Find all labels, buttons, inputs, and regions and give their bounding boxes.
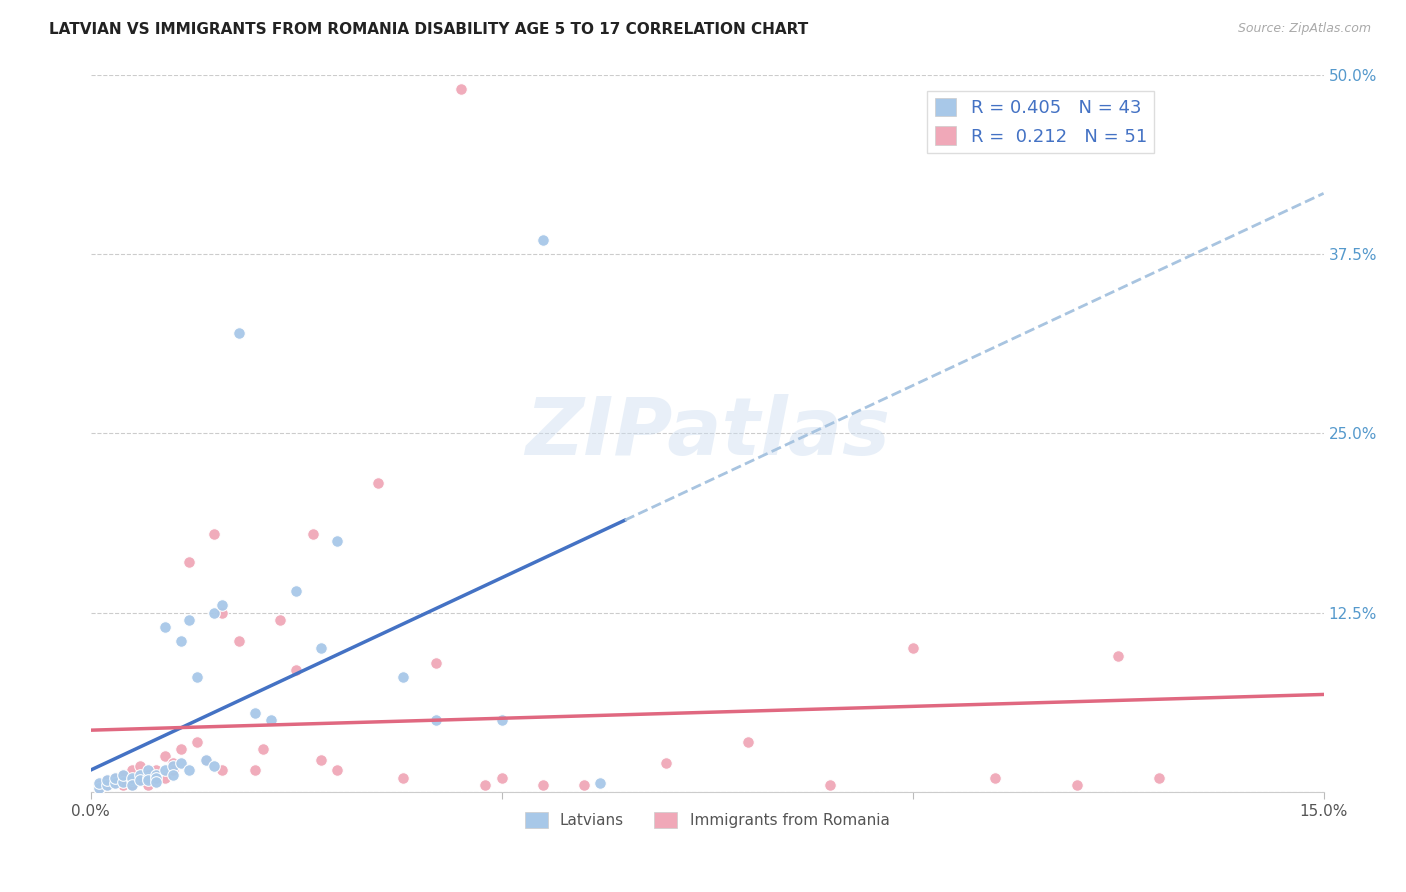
- Point: [121, 771, 143, 785]
- Point: [984, 771, 1007, 785]
- Point: [285, 584, 308, 599]
- Point: [87, 780, 110, 795]
- Point: [285, 663, 308, 677]
- Point: [179, 764, 201, 778]
- Point: [194, 753, 217, 767]
- Point: [228, 326, 250, 340]
- Point: [491, 771, 513, 785]
- Point: [737, 735, 759, 749]
- Point: [301, 526, 323, 541]
- Point: [121, 778, 143, 792]
- Point: [112, 768, 135, 782]
- Point: [186, 735, 208, 749]
- Point: [121, 773, 143, 788]
- Point: [655, 756, 678, 771]
- Point: [136, 778, 159, 792]
- Point: [162, 759, 184, 773]
- Text: ZIPatlas: ZIPatlas: [524, 394, 890, 472]
- Point: [129, 773, 152, 788]
- Point: [1066, 778, 1088, 792]
- Point: [153, 620, 176, 634]
- Point: [425, 656, 447, 670]
- Point: [87, 776, 110, 790]
- Text: LATVIAN VS IMMIGRANTS FROM ROMANIA DISABILITY AGE 5 TO 17 CORRELATION CHART: LATVIAN VS IMMIGRANTS FROM ROMANIA DISAB…: [49, 22, 808, 37]
- Point: [129, 768, 152, 782]
- Point: [104, 771, 127, 785]
- Point: [572, 778, 595, 792]
- Point: [392, 670, 415, 684]
- Point: [112, 778, 135, 792]
- Point: [104, 776, 127, 790]
- Point: [136, 771, 159, 785]
- Point: [309, 753, 332, 767]
- Point: [162, 756, 184, 771]
- Point: [450, 82, 472, 96]
- Point: [202, 759, 225, 773]
- Point: [104, 776, 127, 790]
- Point: [170, 756, 193, 771]
- Point: [87, 780, 110, 795]
- Point: [392, 771, 415, 785]
- Point: [136, 764, 159, 778]
- Point: [531, 778, 554, 792]
- Point: [145, 768, 167, 782]
- Point: [243, 764, 266, 778]
- Point: [194, 753, 217, 767]
- Point: [96, 773, 118, 788]
- Point: [129, 773, 152, 788]
- Point: [260, 713, 283, 727]
- Legend: Latvians, Immigrants from Romania: Latvians, Immigrants from Romania: [519, 806, 896, 835]
- Point: [474, 778, 496, 792]
- Point: [104, 771, 127, 785]
- Point: [170, 742, 193, 756]
- Point: [820, 778, 842, 792]
- Point: [211, 599, 233, 613]
- Point: [96, 778, 118, 792]
- Point: [145, 775, 167, 789]
- Point: [425, 713, 447, 727]
- Point: [129, 759, 152, 773]
- Point: [211, 606, 233, 620]
- Point: [153, 771, 176, 785]
- Point: [162, 764, 184, 778]
- Point: [269, 613, 291, 627]
- Point: [96, 778, 118, 792]
- Point: [243, 706, 266, 720]
- Point: [531, 233, 554, 247]
- Point: [1107, 648, 1129, 663]
- Point: [491, 713, 513, 727]
- Point: [228, 634, 250, 648]
- Point: [179, 555, 201, 569]
- Point: [136, 768, 159, 782]
- Point: [162, 768, 184, 782]
- Point: [326, 533, 349, 548]
- Point: [153, 749, 176, 764]
- Point: [326, 764, 349, 778]
- Point: [112, 775, 135, 789]
- Point: [112, 768, 135, 782]
- Point: [145, 764, 167, 778]
- Point: [1147, 771, 1170, 785]
- Text: Source: ZipAtlas.com: Source: ZipAtlas.com: [1237, 22, 1371, 36]
- Point: [202, 526, 225, 541]
- Point: [153, 764, 176, 778]
- Point: [202, 606, 225, 620]
- Point: [170, 634, 193, 648]
- Point: [211, 764, 233, 778]
- Point: [136, 773, 159, 788]
- Point: [589, 776, 612, 790]
- Point: [252, 742, 274, 756]
- Point: [87, 778, 110, 792]
- Point: [121, 778, 143, 792]
- Point: [121, 764, 143, 778]
- Point: [145, 771, 167, 785]
- Point: [309, 641, 332, 656]
- Point: [179, 613, 201, 627]
- Point: [96, 773, 118, 788]
- Point: [145, 771, 167, 785]
- Point: [901, 641, 924, 656]
- Point: [367, 476, 389, 491]
- Point: [186, 670, 208, 684]
